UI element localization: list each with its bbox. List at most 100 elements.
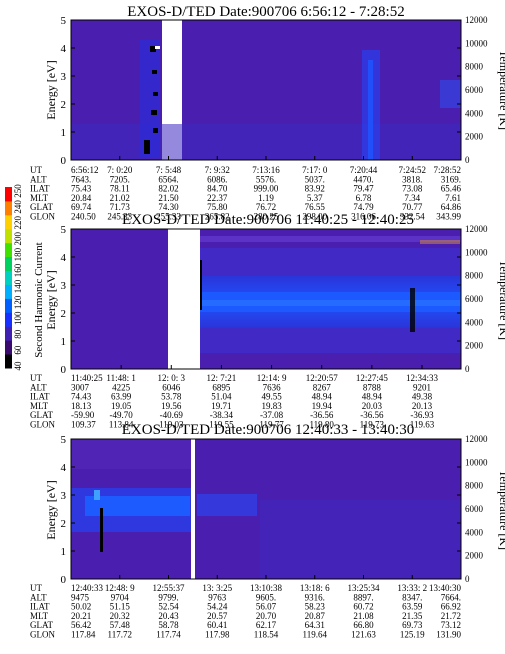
- ephemeris-cell: 75.80: [207, 202, 228, 212]
- ephemeris-cell: 64.31: [305, 620, 325, 630]
- t-tick-label: 12000: [465, 224, 488, 234]
- colorbar-cell: [5, 270, 12, 285]
- t-tick-label: 10000: [465, 457, 488, 467]
- colorbar-label: Second Harmonic Current: [33, 242, 45, 357]
- ephemeris-cell: 117.72: [108, 630, 132, 640]
- ephemeris-cell: 20.57: [207, 611, 228, 621]
- ephemeris-cell: 49.38: [412, 392, 433, 402]
- ephemeris-cell: 119.55: [209, 420, 234, 430]
- ephemeris-cell: -37.08: [260, 410, 284, 420]
- ephemeris-cell: 7:20:44: [350, 165, 378, 175]
- colorbar-cell: [5, 256, 12, 272]
- y-tick-label: 5: [61, 224, 67, 236]
- panel-2: EXOS-D/TED Date:900706 11:40:25 - 12:40:…: [30, 212, 505, 430]
- ephemeris-cell: 21.08: [353, 611, 374, 621]
- colorbar-tick-label: 120: [13, 295, 23, 309]
- ephemeris-cell: 11:40:25: [71, 373, 103, 383]
- ephemeris-row-label: MLT: [30, 193, 49, 203]
- y-tick-label: 2: [61, 518, 67, 530]
- spectral-features: [168, 236, 461, 353]
- ephemeris-row-label: ILAT: [30, 602, 50, 612]
- ephemeris-cell: 7.34: [404, 193, 420, 203]
- ephemeris-cell: 12:20:57: [306, 373, 339, 383]
- colorbar-tick-label: 250: [13, 184, 23, 198]
- y-tick-label: 1: [61, 546, 67, 558]
- y-tick-label: 2: [61, 308, 67, 320]
- ephemeris-cell: 19.83: [261, 401, 282, 411]
- t-tick-label: 6000: [465, 504, 484, 514]
- y-tick-label: 5: [61, 434, 67, 446]
- ephemeris-cell: 12:27:45: [356, 373, 389, 383]
- colorbar-tick-label: 220: [13, 216, 23, 230]
- ephemeris-cell: 117.98: [205, 630, 230, 640]
- ephemeris-cell: 19.94: [312, 401, 333, 411]
- panel-3: EXOS-D/TED Date:900706 12:40:33 - 13:40:…: [30, 422, 505, 640]
- ephemeris-cell: 58.78: [158, 620, 179, 630]
- ephemeris-cell: 75.43: [71, 184, 92, 194]
- ephemeris-cell: 9704: [111, 592, 130, 602]
- ephemeris-cell: 66.80: [353, 620, 374, 630]
- t-tick-label: 10000: [465, 247, 488, 257]
- colorbar-cell: [5, 214, 12, 230]
- y-tick-label: 3: [61, 490, 67, 502]
- ephemeris-cell: -38.34: [210, 410, 234, 420]
- t-tick-label: 2000: [465, 341, 484, 351]
- colorbar-cell: [5, 187, 12, 202]
- ephemeris-cell: 71.73: [110, 202, 131, 212]
- t-tick-label: 6000: [465, 85, 484, 95]
- spectral-features: [71, 439, 461, 579]
- ephemeris-cell: 119.80: [310, 420, 335, 430]
- panel-title: EXOS-D/TED Date:900706 11:40:25 - 12:40:…: [122, 212, 414, 228]
- ephemeris-cell: 7.61: [445, 193, 461, 203]
- ephemeris-cell: 13: 3:25: [202, 583, 232, 593]
- ephemeris-cell: 4225: [112, 382, 131, 392]
- ephemeris-cell: 9763: [208, 592, 227, 602]
- ephemeris-cell: 51.04: [211, 392, 232, 402]
- ephemeris-cell: 63.99: [111, 392, 132, 402]
- y-tick-label: 4: [61, 462, 67, 474]
- ephemeris-row-label: ILAT: [30, 392, 50, 402]
- ephemeris-cell: 316.06: [351, 212, 376, 222]
- ephemeris-cell: 343.99: [436, 212, 461, 222]
- ephemeris-row-label: GLAT: [30, 620, 53, 630]
- ephemeris-row-label: ILAT: [30, 184, 50, 194]
- data-gap: [168, 229, 200, 369]
- ephemeris-cell: 13:18: 6: [300, 583, 330, 593]
- ephemeris-cell: 7:24:52: [398, 165, 426, 175]
- ephemeris-cell: 13:10:38: [250, 583, 283, 593]
- ephemeris-row-label: GLAT: [30, 410, 53, 420]
- ephemeris-cell: 131.90: [436, 630, 461, 640]
- ephemeris-cell: 60.72: [353, 602, 373, 612]
- ephemeris-cell: 70.77: [402, 202, 423, 212]
- spectral-features: [71, 40, 461, 160]
- ephemeris-cell: 119.73: [360, 420, 385, 430]
- ephemeris-cell: 7: 5:48: [156, 165, 182, 175]
- t-tick-label: 2000: [465, 132, 484, 142]
- ephemeris-cell: 84.70: [207, 184, 228, 194]
- panel-title: EXOS-D/TED Date:900706 6:56:12 - 7:28:52: [127, 4, 404, 20]
- ephemeris-cell: 57.48: [110, 620, 131, 630]
- colorbar-cell: [5, 354, 12, 369]
- ephemeris-cell: 21.50: [158, 193, 179, 203]
- ephemeris-cell: 7:28:52: [433, 165, 461, 175]
- ephemeris-cell: 21.02: [110, 193, 130, 203]
- y-tick-label: 3: [61, 71, 67, 83]
- colorbar-tick-label: 100: [13, 311, 23, 325]
- ephemeris-cell: 12: 0: 3: [158, 373, 186, 383]
- ephemeris-cell: 7:17: 0: [302, 165, 328, 175]
- ephemeris-cell: 999.00: [254, 184, 279, 194]
- t-tick-label: 8000: [465, 62, 484, 72]
- t-tick-label: 2000: [465, 551, 484, 561]
- ephemeris-cell: 20.70: [256, 611, 277, 621]
- ephemeris-cell: 20.32: [110, 611, 130, 621]
- ephemeris-cell: 7: 0:20: [107, 165, 133, 175]
- y-tick-label: 0: [61, 155, 67, 167]
- ephemeris-cell: 6046: [162, 382, 181, 392]
- ephemeris-cell: 332.54: [400, 212, 425, 222]
- ephemeris-row-label: MLT: [30, 401, 49, 411]
- ephemeris-cell: 22.37: [207, 193, 228, 203]
- ephemeris-cell: 3818.: [402, 174, 422, 184]
- ephemeris-cell: 12:48: 9: [105, 583, 135, 593]
